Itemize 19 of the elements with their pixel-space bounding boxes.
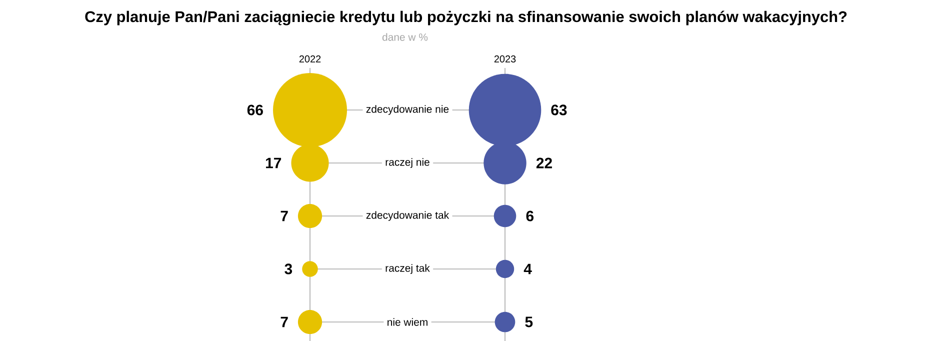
data-label: 66 [247,104,263,116]
text: 2023 [494,55,516,62]
category-label: raczej nie [386,158,430,168]
category-label: zdecydowanie nie [366,104,449,115]
category-label: nie wiem [388,318,428,326]
data-label: 5 [525,316,533,328]
data-label: 22 [536,158,552,168]
text: dane w % [382,32,428,41]
data-label: 7 [280,316,288,327]
data-label: 3 [284,264,292,274]
category-label: zdecydowanie tak [366,210,450,221]
data-label: 6 [526,210,534,222]
data-label: 7 [280,210,288,221]
data-label: 17 [266,158,282,168]
text: 2022 [299,55,321,62]
data-label: 4 [524,264,532,274]
text: Czy planuje Pan/Pani zaciągniecie kredytu lub pożyczki na sfinansowanie swoich planów wakacyjnych? [85,10,847,26]
data-label: 63 [551,104,567,116]
category-label: raczej tak [386,264,430,274]
